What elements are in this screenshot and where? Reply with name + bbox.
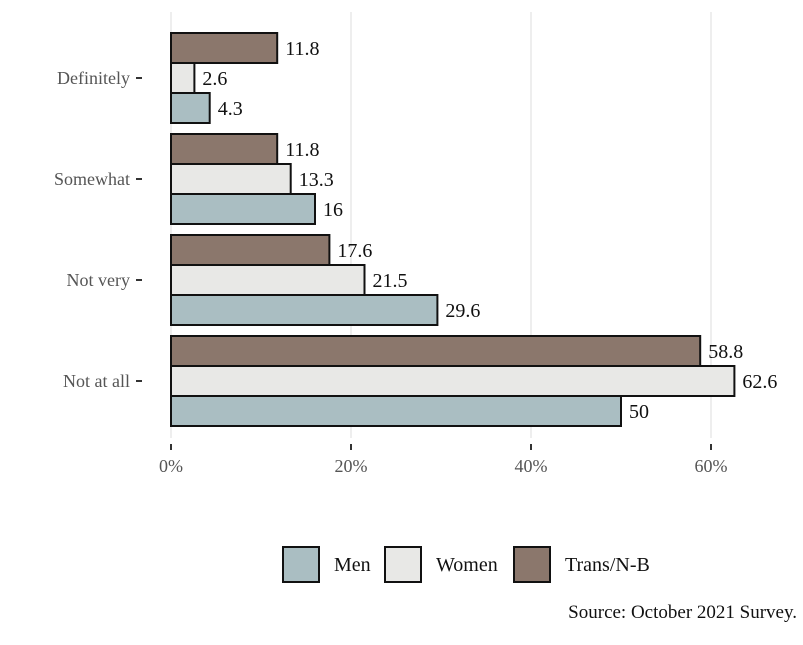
data-label: 13.3 (299, 169, 334, 191)
bar-trans-n-b (170, 234, 331, 266)
legend-key (282, 546, 320, 583)
x-axis: 0% 20% 40% 60% (159, 444, 728, 476)
bar-trans-n-b (170, 335, 702, 367)
legend-label: Men (334, 554, 371, 576)
bar-men (170, 294, 439, 326)
y-axis: Definitely Somewhat Not very Not at all (54, 68, 142, 391)
bar-men (170, 92, 211, 124)
data-label: 2.6 (202, 68, 227, 90)
data-label: 11.8 (285, 139, 319, 161)
data-label: 50 (629, 401, 649, 423)
bar-men (170, 193, 316, 225)
bar-women (170, 365, 736, 397)
bar-men (170, 395, 622, 427)
x-tick-label: 0% (159, 456, 183, 476)
bar-women (170, 62, 196, 94)
x-tick-label: 40% (515, 456, 548, 476)
bar-women (170, 163, 292, 195)
caption: Source: October 2021 Survey. (568, 602, 797, 623)
data-label: 4.3 (218, 98, 243, 120)
legend-label: Trans/N-B (565, 554, 650, 576)
data-label: 29.6 (445, 300, 480, 322)
y-tick-label: Not very (67, 270, 130, 290)
data-label: 62.6 (742, 371, 777, 393)
data-label: 11.8 (285, 38, 319, 60)
data-label: 21.5 (373, 270, 408, 292)
data-label: 58.8 (708, 341, 743, 363)
legend-key (384, 546, 422, 583)
data-labels: 4.3 16 29.6 50 2.6 13.3 21.5 62.6 11.8 11.8 17.6 58… (202, 38, 777, 423)
legend-key (513, 546, 551, 583)
data-label: 17.6 (337, 240, 372, 262)
bar-trans-n-b (170, 133, 279, 165)
legend-label: Women (436, 554, 498, 576)
y-tick-label: Not at all (63, 371, 130, 391)
bar-trans-n-b (170, 32, 279, 64)
y-tick-label: Definitely (57, 68, 130, 88)
bar-women (170, 264, 366, 296)
x-tick-label: 20% (335, 456, 368, 476)
data-label: 16 (323, 199, 343, 221)
y-tick-label: Somewhat (54, 169, 130, 189)
legend: Men Women Trans/N-B (282, 546, 650, 583)
bars (170, 32, 736, 427)
x-tick-label: 60% (695, 456, 728, 476)
